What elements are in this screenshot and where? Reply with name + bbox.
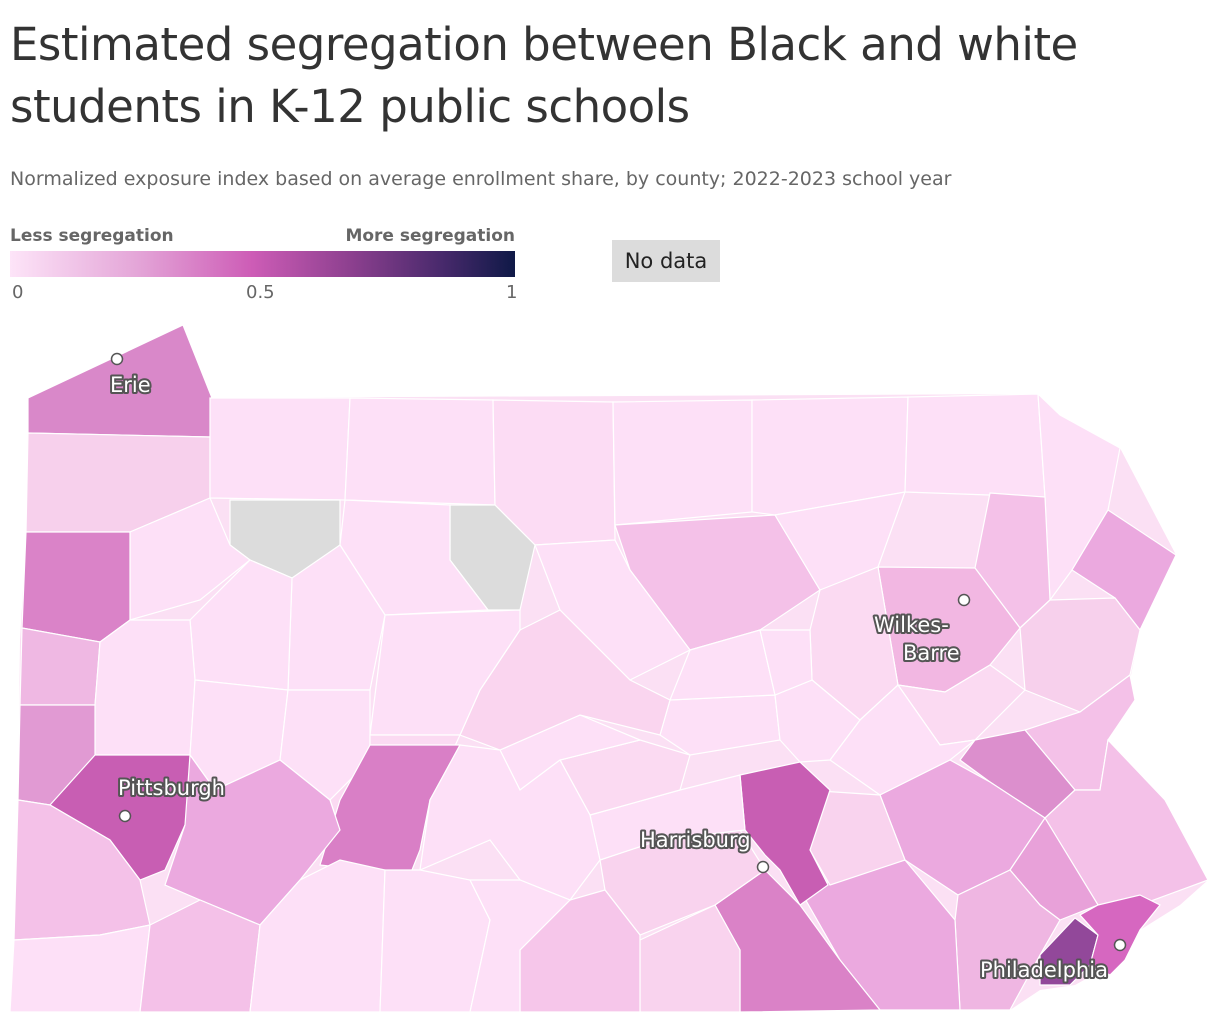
county-huntingdon xyxy=(419,744,601,901)
color-legend: Less segregation More segregation 0 0.5 … xyxy=(10,226,518,306)
county-monroe xyxy=(1019,597,1141,713)
chart-title: Estimated segregation between Black and … xyxy=(10,18,1078,133)
legend-tick-0: 0 xyxy=(12,282,24,303)
legend-tick-05: 0.5 xyxy=(246,282,275,303)
wilkes-barre-marker xyxy=(957,593,971,607)
pittsburgh-label: Pittsburgh xyxy=(118,776,225,800)
pittsburgh-marker xyxy=(118,809,132,823)
county-tioga xyxy=(612,399,753,526)
county-philadelphia xyxy=(1079,894,1161,976)
county-butler xyxy=(94,619,196,756)
county-mercer xyxy=(21,531,131,643)
legend-no-data-label: No data xyxy=(624,249,708,273)
philadelphia-label: Philadelphia xyxy=(980,958,1108,982)
harrisburg-marker xyxy=(756,860,770,874)
county-lawrence xyxy=(19,627,101,706)
erie-marker xyxy=(110,352,124,366)
legend-tick-1: 1 xyxy=(506,282,518,303)
legend-low-label: Less segregation xyxy=(10,226,174,246)
legend-gradient-bar xyxy=(10,251,515,277)
chart-subtitle: Normalized exposure index based on avera… xyxy=(10,168,952,190)
county-montour xyxy=(759,629,813,696)
erie-label: Erie xyxy=(110,373,151,397)
county-fulton xyxy=(469,879,572,1013)
county-susquehanna xyxy=(904,393,1046,498)
county-schuylkill xyxy=(829,684,978,796)
county-warren xyxy=(209,397,351,501)
harrisburg-label: Harrisburg xyxy=(640,828,751,852)
philadelphia-marker xyxy=(1113,938,1127,952)
legend-high-label: More segregation xyxy=(345,226,515,246)
county-dauphin xyxy=(739,761,831,906)
wilkes-barre-label-line2: Barre xyxy=(903,641,960,665)
wilkes-barre-label-line1: Wilkes- xyxy=(874,613,949,637)
legend-no-data-swatch: No data xyxy=(612,240,720,282)
county-mckean xyxy=(344,397,496,506)
county-bedford xyxy=(379,869,491,1013)
